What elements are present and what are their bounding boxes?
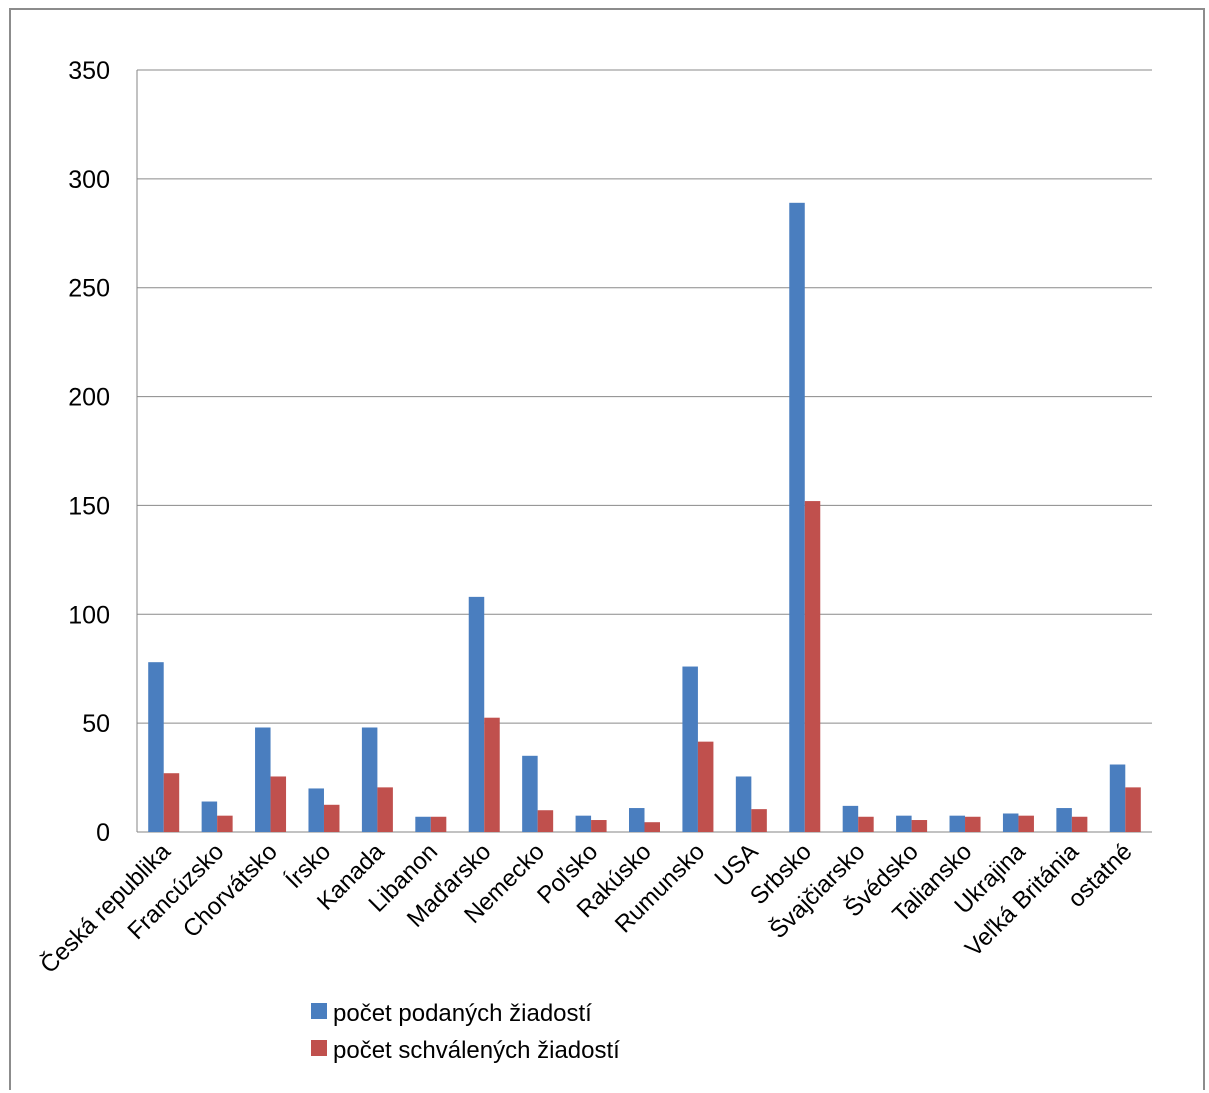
bar-series-2 <box>163 773 180 832</box>
bar-series-1 <box>789 202 805 832</box>
bar-series-2 <box>1125 787 1141 832</box>
bar-series-2 <box>911 820 928 832</box>
bar-series-1 <box>148 662 164 832</box>
bar-series-2 <box>644 822 660 832</box>
y-tick-label: 350 <box>68 57 110 85</box>
bar-series-1 <box>1002 813 1019 832</box>
bar-series-2 <box>965 816 981 832</box>
bar-series-1 <box>415 816 431 832</box>
bar-series-1 <box>468 596 485 832</box>
bar-series-2 <box>1071 816 1088 832</box>
y-tick-label: 0 <box>96 819 110 847</box>
y-tick-label: 100 <box>68 601 110 629</box>
bar-series-1 <box>629 808 645 832</box>
bar-series-1 <box>682 666 698 832</box>
bar-series-2 <box>430 816 447 832</box>
bar-series-1 <box>949 815 966 832</box>
bar-series-1 <box>735 776 752 832</box>
bar-series-2 <box>697 741 714 832</box>
bar-series-1 <box>201 801 218 832</box>
bar-series-2 <box>217 815 233 832</box>
y-tick-label: 200 <box>68 384 110 412</box>
y-tick-label: 250 <box>68 275 110 303</box>
bar-series-1 <box>842 805 859 832</box>
bar-series-1 <box>896 815 912 832</box>
bar-series-2 <box>323 804 340 832</box>
bar-series-2 <box>751 809 767 832</box>
bar-series-2 <box>1018 815 1034 832</box>
bar-series-1 <box>575 815 592 832</box>
chart-frame <box>9 8 1205 1090</box>
legend-label-series-1: počet podaných žiadostí <box>333 1000 592 1027</box>
bar-series-2 <box>858 816 874 832</box>
bar-series-2 <box>537 810 554 832</box>
bar-series-2 <box>804 501 821 832</box>
y-axis-tick-labels: 0 50 100 150 200 250 300 350 <box>68 57 110 847</box>
bar-series-2 <box>591 820 607 832</box>
bar-series-1 <box>361 727 378 832</box>
legend: počet podaných žiadostí počet schválenýc… <box>311 1000 620 1064</box>
y-tick-label: 50 <box>82 710 110 738</box>
bar-series-2 <box>484 717 500 832</box>
bar-series-1 <box>308 788 324 832</box>
legend-label-series-2: počet schválených žiadostí <box>333 1037 620 1064</box>
x-axis-category-labels: Česká republikaFrancúzskoChorvátskoÍrsko… <box>34 837 1137 979</box>
bar-series-2 <box>270 776 287 832</box>
bar-series-1 <box>255 727 271 832</box>
y-tick-label: 150 <box>68 492 110 520</box>
bar-series-1 <box>522 755 538 832</box>
bar-series-1 <box>1056 808 1072 832</box>
bar-series <box>148 202 1141 832</box>
bar-series-2 <box>377 787 393 832</box>
bar-series-1 <box>1109 764 1126 832</box>
gridlines <box>136 69 1152 833</box>
y-tick-label: 300 <box>68 166 110 194</box>
legend-swatch-series-2 <box>311 1040 327 1056</box>
legend-swatch-series-1 <box>311 1003 327 1019</box>
